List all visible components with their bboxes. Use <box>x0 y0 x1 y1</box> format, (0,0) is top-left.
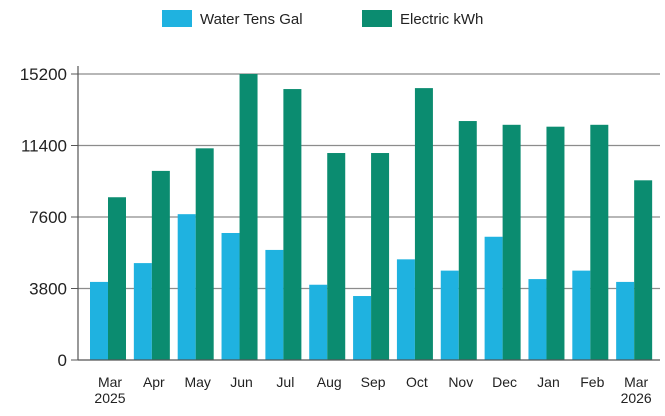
y-tick-label: 3800 <box>29 280 67 299</box>
bar-water <box>221 232 240 360</box>
x-tick-label: 2026 <box>621 390 652 406</box>
bar-water <box>265 249 284 360</box>
axes <box>77 66 660 361</box>
legend-swatch <box>362 10 392 27</box>
x-tick-label: Jan <box>537 374 560 390</box>
bar-electric <box>502 124 521 360</box>
bar-water <box>90 281 108 360</box>
bar-electric <box>458 121 477 360</box>
x-tick-label: 2025 <box>94 390 125 406</box>
y-tick-label: 7600 <box>29 208 67 227</box>
x-tick-label: Aug <box>317 374 342 390</box>
x-tick-label: Nov <box>448 374 473 390</box>
y-tick-label: 15200 <box>20 65 67 84</box>
x-tick-label: Jun <box>230 374 253 390</box>
bar-water <box>177 214 196 360</box>
y-tick-label: 0 <box>58 351 67 370</box>
legend: Water Tens Gal Electric kWh <box>162 10 483 28</box>
bar-water <box>484 236 503 360</box>
x-tick-label: Feb <box>580 374 604 390</box>
bar-electric <box>590 124 609 360</box>
bar-electric <box>239 74 258 360</box>
x-tick-label: Mar <box>624 374 648 390</box>
x-tick-label: Oct <box>406 374 428 390</box>
bar-electric <box>108 197 126 360</box>
legend-label: Water Tens Gal <box>200 11 303 28</box>
bar-electric <box>371 153 390 360</box>
bar-water <box>572 270 591 360</box>
legend-swatch <box>162 10 192 27</box>
bar-electric <box>634 180 653 360</box>
bar-water <box>396 259 415 360</box>
x-tick-label: Jul <box>276 374 294 390</box>
bar-water <box>309 284 328 360</box>
x-tick-label: Mar <box>98 374 122 390</box>
bar-water <box>133 263 152 360</box>
bar-water <box>440 270 459 360</box>
bar-electric <box>414 88 433 360</box>
bar-electric <box>151 170 170 360</box>
x-tick-label: May <box>184 374 210 390</box>
x-tick-label: Apr <box>143 374 165 390</box>
bars <box>90 74 653 361</box>
x-tick-label: Dec <box>492 374 517 390</box>
legend-label: Electric kWh <box>400 11 483 28</box>
bar-water <box>353 296 372 360</box>
bar-water <box>616 281 635 360</box>
bar-electric <box>546 126 565 361</box>
x-tick-label: Sep <box>361 374 386 390</box>
bar-electric <box>283 89 302 360</box>
bar-electric <box>327 153 346 360</box>
y-tick-label: 11400 <box>21 137 67 156</box>
bar-water <box>528 279 547 360</box>
y-axis-ticks: 0 3800 7600 11400 15200 <box>20 65 78 370</box>
bar-electric <box>195 148 214 360</box>
